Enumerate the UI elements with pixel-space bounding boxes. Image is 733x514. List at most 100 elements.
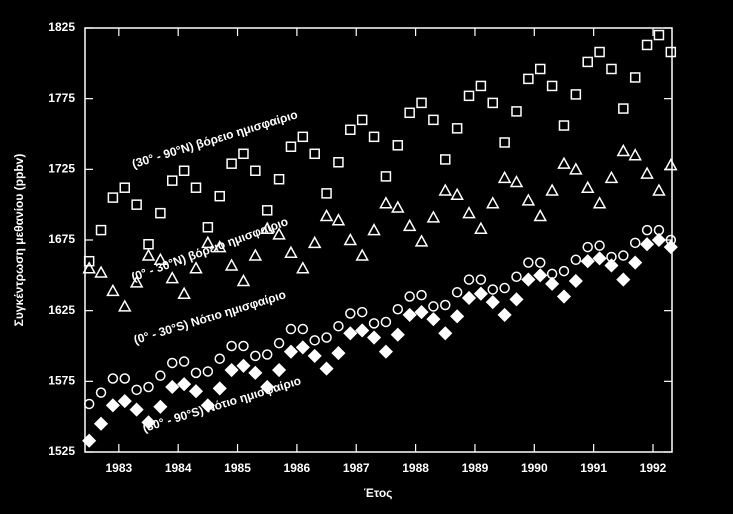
data-point	[653, 29, 665, 41]
data-point	[640, 166, 654, 179]
x-tick-label: 1987	[343, 461, 370, 475]
data-point	[475, 80, 487, 92]
data-point	[533, 208, 548, 222]
data-point	[463, 90, 475, 102]
data-point	[570, 89, 582, 100]
data-point	[307, 348, 322, 363]
x-tick-label: 1988	[402, 461, 429, 475]
data-point	[438, 326, 453, 341]
data-point	[177, 286, 191, 299]
data-point	[201, 235, 215, 249]
data-point	[379, 196, 393, 209]
data-point	[558, 120, 570, 131]
data-point	[582, 241, 593, 253]
data-point	[604, 170, 619, 184]
data-point	[356, 306, 368, 318]
data-point	[95, 224, 107, 236]
data-point	[250, 165, 261, 176]
data-point	[580, 254, 595, 269]
data-point	[273, 173, 285, 185]
x-tick-label: 1985	[224, 461, 251, 475]
data-point	[440, 154, 451, 165]
data-point	[475, 274, 487, 285]
data-point	[592, 196, 607, 209]
data-point	[557, 156, 571, 169]
data-point	[224, 258, 239, 271]
data-point	[640, 237, 655, 252]
data-point	[497, 307, 512, 322]
data-point	[521, 193, 536, 206]
y-tick-label: 1625	[48, 303, 75, 317]
y-tick-label: 1825	[48, 20, 75, 34]
data-point	[380, 171, 392, 182]
y-axis-label: Συγκέντρωση μεθανίου (ppbv)	[12, 154, 26, 327]
data-point	[188, 384, 204, 399]
data-point	[499, 137, 510, 148]
data-point	[343, 232, 358, 246]
data-point	[165, 379, 180, 395]
y-tick-label: 1525	[48, 444, 75, 458]
data-point	[272, 227, 286, 240]
data-point	[487, 284, 499, 295]
x-axis-label: Έτος	[364, 486, 393, 500]
data-point	[568, 273, 583, 289]
data-point	[511, 106, 522, 117]
data-point	[189, 261, 203, 274]
data-point	[94, 265, 108, 278]
data-point	[273, 337, 285, 349]
data-point	[618, 103, 629, 114]
data-point	[390, 327, 405, 342]
data-point	[95, 387, 107, 398]
data-point	[261, 349, 273, 360]
data-point	[319, 361, 334, 376]
data-point	[200, 398, 215, 413]
data-point	[368, 318, 380, 329]
data-point	[665, 46, 677, 58]
data-point	[582, 56, 593, 68]
data-point	[345, 308, 356, 319]
data-point	[511, 271, 522, 282]
data-point	[618, 250, 629, 261]
data-point	[545, 276, 560, 291]
data-point	[569, 162, 583, 175]
data-point	[272, 362, 287, 378]
data-point	[366, 330, 382, 345]
data-point	[117, 299, 132, 312]
data-point	[438, 183, 453, 196]
data-point	[212, 381, 227, 396]
data-point	[309, 148, 320, 160]
data-point	[93, 416, 109, 431]
data-point	[153, 252, 168, 266]
y-tick-label: 1725	[48, 162, 75, 176]
data-point	[141, 415, 156, 430]
data-point	[416, 97, 427, 109]
data-point	[82, 261, 96, 274]
data-point	[463, 274, 475, 285]
data-point	[474, 221, 488, 234]
data-point	[416, 289, 427, 301]
data-point	[321, 332, 332, 343]
y-tick-label: 1675	[48, 232, 75, 246]
data-point	[296, 261, 310, 274]
data-point	[129, 275, 144, 288]
data-point	[521, 272, 536, 287]
data-point	[83, 398, 95, 410]
data-point	[546, 80, 558, 92]
data-point	[616, 143, 631, 157]
data-point	[628, 148, 642, 161]
data-point	[580, 180, 595, 193]
data-point	[129, 402, 144, 417]
data-point	[165, 271, 180, 284]
data-point	[355, 248, 369, 261]
data-point	[295, 340, 310, 355]
data-point	[212, 240, 227, 253]
data-point	[461, 290, 477, 306]
data-point	[331, 346, 346, 361]
data-point	[297, 131, 309, 143]
x-tick-label: 1990	[521, 461, 548, 475]
data-point	[497, 170, 512, 184]
data-point	[556, 289, 572, 304]
data-point	[523, 257, 534, 268]
data-point	[487, 97, 499, 109]
data-point	[178, 356, 190, 367]
